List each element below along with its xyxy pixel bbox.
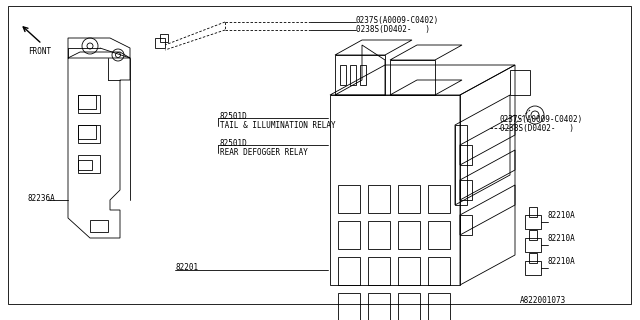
- Bar: [340, 65, 346, 85]
- Text: 82201: 82201: [175, 263, 198, 272]
- Bar: [428, 293, 450, 320]
- Bar: [90, 220, 108, 232]
- Bar: [428, 257, 450, 285]
- Bar: [78, 160, 92, 170]
- Bar: [78, 155, 100, 173]
- Bar: [460, 145, 472, 165]
- Bar: [368, 257, 390, 285]
- Text: 82236A: 82236A: [28, 194, 56, 203]
- Bar: [335, 55, 385, 95]
- Text: 0237S(A0009-C0402): 0237S(A0009-C0402): [356, 16, 439, 25]
- Bar: [460, 215, 472, 235]
- Bar: [398, 293, 420, 320]
- Bar: [360, 65, 366, 85]
- Bar: [338, 185, 360, 213]
- Bar: [398, 257, 420, 285]
- Bar: [368, 293, 390, 320]
- Text: REAR DEFOGGER RELAY: REAR DEFOGGER RELAY: [220, 148, 308, 157]
- Bar: [78, 125, 96, 139]
- Bar: [455, 125, 467, 205]
- Bar: [460, 180, 472, 200]
- Text: 82501D: 82501D: [220, 112, 248, 121]
- Bar: [398, 185, 420, 213]
- Text: A822001073: A822001073: [520, 296, 566, 305]
- Bar: [78, 95, 100, 113]
- Text: 0238S(D0402-   ): 0238S(D0402- ): [500, 124, 574, 133]
- Bar: [525, 215, 541, 229]
- Bar: [390, 60, 435, 95]
- Bar: [338, 293, 360, 320]
- Bar: [529, 207, 537, 217]
- Bar: [525, 238, 541, 252]
- Bar: [529, 253, 537, 263]
- Text: 0238S(D0402-   ): 0238S(D0402- ): [356, 25, 430, 34]
- Bar: [428, 221, 450, 249]
- Bar: [78, 95, 96, 109]
- Bar: [368, 185, 390, 213]
- Bar: [368, 221, 390, 249]
- Bar: [529, 230, 537, 240]
- Bar: [78, 125, 100, 143]
- Text: 82210A: 82210A: [548, 257, 576, 266]
- Text: 82210A: 82210A: [548, 211, 576, 220]
- Bar: [338, 221, 360, 249]
- Text: 0237S(A0009-C0402): 0237S(A0009-C0402): [500, 115, 583, 124]
- Bar: [428, 185, 450, 213]
- Bar: [398, 221, 420, 249]
- Text: FRONT: FRONT: [28, 47, 51, 56]
- Bar: [338, 257, 360, 285]
- Bar: [330, 95, 460, 285]
- Bar: [525, 261, 541, 275]
- Text: 82501D: 82501D: [220, 139, 248, 148]
- Bar: [350, 65, 356, 85]
- Text: 82210A: 82210A: [548, 234, 576, 243]
- Text: TAIL & ILLUMINATION RELAY: TAIL & ILLUMINATION RELAY: [220, 121, 335, 130]
